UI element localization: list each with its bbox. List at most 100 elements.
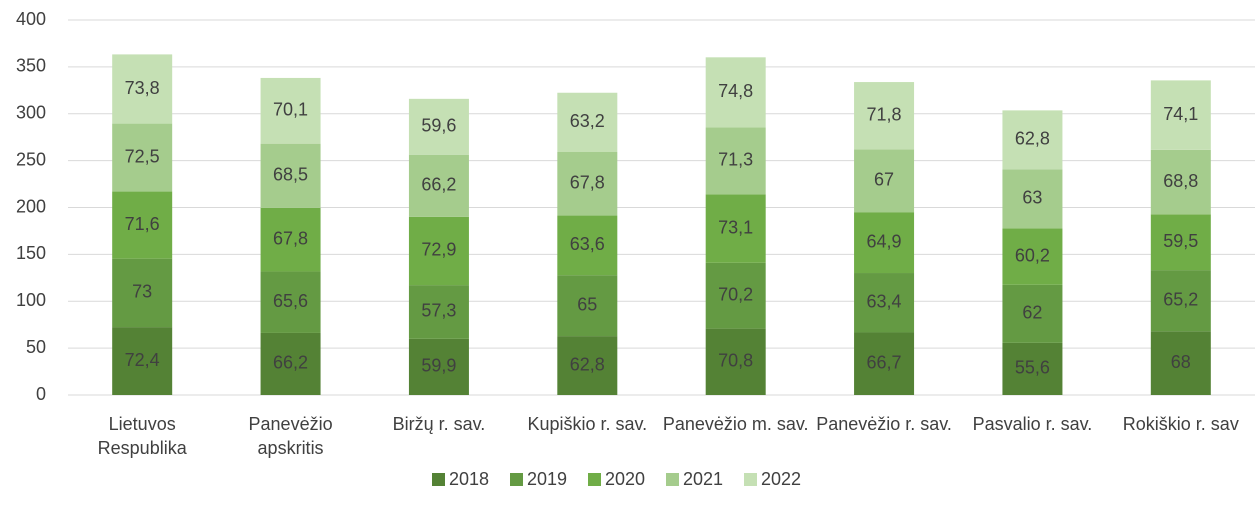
data-label: 63,4 (867, 292, 902, 312)
legend-label: 2019 (527, 469, 567, 489)
y-tick-label: 300 (16, 103, 46, 123)
legend-label: 2022 (761, 469, 801, 489)
bar-segment (854, 332, 915, 395)
data-label: 72,9 (421, 240, 456, 260)
bar-segment (557, 275, 618, 337)
legend-swatch (744, 473, 757, 486)
bar-segment (557, 152, 618, 216)
data-label: 73,8 (125, 78, 160, 98)
data-label: 64,9 (867, 231, 902, 251)
bar-segment (705, 328, 766, 395)
bar-segment (260, 207, 321, 272)
data-label: 65,6 (273, 291, 308, 311)
bar-segment (112, 258, 173, 328)
legend-swatch (432, 473, 445, 486)
bar-segment (1002, 228, 1063, 285)
bar-segment (112, 123, 173, 192)
data-label: 67,8 (273, 228, 308, 248)
data-label: 72,5 (125, 146, 160, 166)
data-label: 68,8 (1163, 171, 1198, 191)
bar-segment (705, 262, 766, 329)
x-tick-label: Panevėžio apskritis (248, 414, 333, 458)
data-label: 63,6 (570, 234, 605, 254)
y-tick-label: 0 (36, 384, 46, 404)
data-label: 65 (577, 294, 597, 314)
data-label: 66,2 (421, 175, 456, 195)
data-label: 71,3 (718, 150, 753, 170)
x-tick-label: Panevėžio m. sav. (662, 414, 809, 434)
bar-segment (854, 82, 915, 150)
data-label: 65,2 (1163, 289, 1198, 309)
bar-segment (557, 92, 618, 152)
bar-segment (408, 216, 469, 286)
x-tick-label: Biržų r. sav. (392, 414, 486, 434)
legend-swatch (666, 473, 679, 486)
data-label: 70,2 (718, 284, 753, 304)
data-label: 71,8 (867, 104, 902, 124)
bar-segment (1150, 80, 1211, 150)
bar-segment (854, 212, 915, 274)
data-label: 57,3 (421, 301, 456, 321)
bar-segment (1002, 169, 1063, 229)
bar-segment (112, 327, 173, 395)
x-tick-label: Kupiškio r. sav. (527, 414, 648, 434)
bar-segment (260, 143, 321, 208)
bar-segment (1150, 331, 1211, 395)
data-label: 73,1 (718, 217, 753, 237)
bar-segment (557, 336, 618, 395)
data-label: 67,8 (570, 173, 605, 193)
data-label: 74,1 (1163, 104, 1198, 124)
bar-segment (260, 332, 321, 395)
y-tick-label: 100 (16, 290, 46, 310)
bar-segment (1002, 284, 1063, 343)
bar-segment (557, 215, 618, 276)
bar-segment (1150, 270, 1211, 332)
y-tick-label: 400 (16, 9, 46, 29)
data-label: 63 (1022, 188, 1042, 208)
legend-swatch (510, 473, 523, 486)
legend-label: 2021 (683, 469, 723, 489)
y-tick-label: 50 (26, 337, 46, 357)
data-label: 72,4 (125, 350, 160, 370)
bar-segment (408, 285, 469, 339)
data-label: 63,2 (570, 111, 605, 131)
y-tick-label: 150 (16, 243, 46, 263)
data-label: 60,2 (1015, 245, 1050, 265)
data-label: 74,8 (718, 81, 753, 101)
data-label: 62,8 (570, 354, 605, 374)
bar-segment (705, 57, 766, 128)
x-tick-label: Rokiškio r. sav (1122, 414, 1239, 434)
bar-segment (1002, 342, 1063, 395)
data-label: 62,8 (1015, 129, 1050, 149)
bar-segment (854, 149, 915, 213)
legend-label: 2020 (605, 469, 645, 489)
bar-segment (112, 54, 173, 124)
data-label: 59,9 (421, 356, 456, 376)
bar-segment (260, 77, 321, 144)
data-label: 66,7 (867, 352, 902, 372)
data-label: 66,2 (273, 353, 308, 373)
bar-segment (1002, 110, 1063, 170)
data-label: 55,6 (1015, 358, 1050, 378)
data-label: 71,6 (125, 214, 160, 234)
data-label: 68 (1171, 352, 1191, 372)
y-tick-label: 350 (16, 56, 46, 76)
bar-segment (1150, 149, 1211, 215)
legend-label: 2018 (449, 469, 489, 489)
bar-segment (854, 273, 915, 333)
bar-segment (705, 194, 766, 263)
data-label: 62 (1022, 303, 1042, 323)
data-label: 73 (132, 282, 152, 302)
bar-segment (112, 191, 173, 259)
x-tick-label: Pasvalio r. sav. (972, 414, 1093, 434)
y-tick-label: 250 (16, 149, 46, 169)
bar-segment (705, 127, 766, 195)
data-label: 67 (874, 170, 894, 190)
data-label: 68,5 (273, 165, 308, 185)
x-tick-label: Lietuvos Respublika (97, 414, 187, 458)
x-tick-label: Panevėžio r. sav. (816, 414, 952, 434)
legend-swatch (588, 473, 601, 486)
data-label: 70,1 (273, 100, 308, 120)
